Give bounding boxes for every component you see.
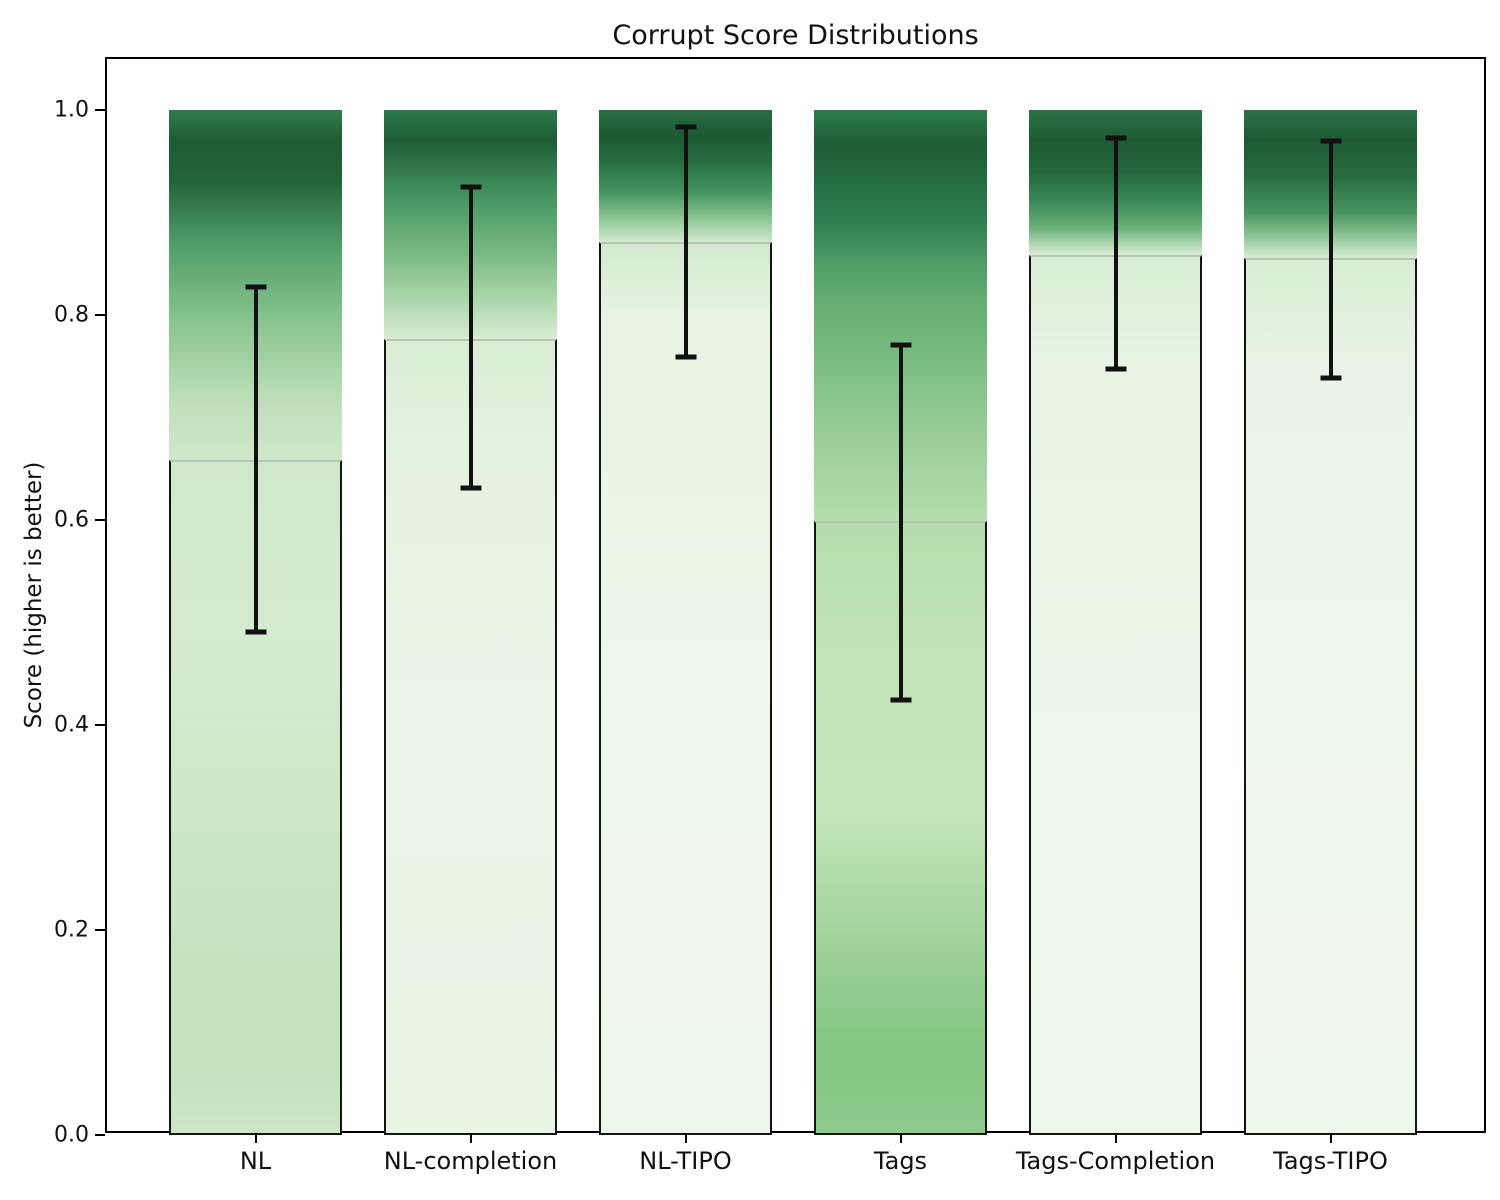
y-axis-label: Score (higher is better) [21,461,47,729]
error-bar-cap-bottom [1105,366,1126,372]
x-tick-label: NL-TIPO [639,1147,732,1175]
error-bar [468,186,473,489]
x-tick-label: Tags-TIPO [1273,1147,1388,1175]
error-bar-cap-top [1105,135,1126,141]
error-bar [683,127,688,358]
plot-area: 0.0 0.2 0.4 0.6 0.8 1.0 NL NL-completion NL-TIPO… [54,57,1486,1175]
x-tick-label: Tags [873,1147,928,1175]
y-tick-label: 0.0 [54,1122,89,1148]
y-tick-mark [95,1134,105,1136]
bar-mean-box [1029,254,1202,1135]
error-bar [898,344,903,701]
error-bar-cap-top [1320,138,1341,144]
y-tick-mark [95,929,105,931]
y-tick-label: 0.2 [54,917,89,943]
error-bar-cap-bottom [245,629,266,635]
error-bar-cap-bottom [675,354,696,360]
x-tick-label: Tags-Completion [1015,1147,1216,1175]
y-tick-mark [95,724,105,726]
x-tick-mark [469,1133,472,1143]
y-tick-label: 0.4 [54,712,89,738]
x-tick-label: NL-completion [383,1147,558,1175]
x-tick-label: NL [239,1147,272,1175]
error-bar-cap-top [245,284,266,290]
x-tick-mark [1329,1133,1332,1143]
y-tick-mark [95,519,105,521]
y-tick-mark [95,314,105,316]
error-bar [253,287,258,632]
error-bar-cap-top [890,342,911,348]
error-bar [1113,137,1118,370]
error-bar-cap-top [675,124,696,130]
error-bar-cap-bottom [460,485,481,491]
y-tick-mark [95,109,105,111]
x-tick-mark [684,1133,687,1143]
chart-title: Corrupt Score Distributions [612,20,979,51]
y-tick-label: 0.8 [54,302,89,328]
x-tick-mark [254,1133,257,1143]
y-tick-label: 1.0 [54,97,89,123]
bar-mean-box [1244,257,1417,1135]
bar-mean-box [599,242,772,1135]
x-tick-mark [899,1133,902,1143]
error-bar-cap-top [460,184,481,190]
y-tick-label: 0.6 [54,507,89,533]
error-bar [1328,140,1333,378]
error-bar-cap-bottom [890,697,911,703]
error-bar-cap-bottom [1320,375,1341,381]
x-tick-mark [1114,1133,1117,1143]
